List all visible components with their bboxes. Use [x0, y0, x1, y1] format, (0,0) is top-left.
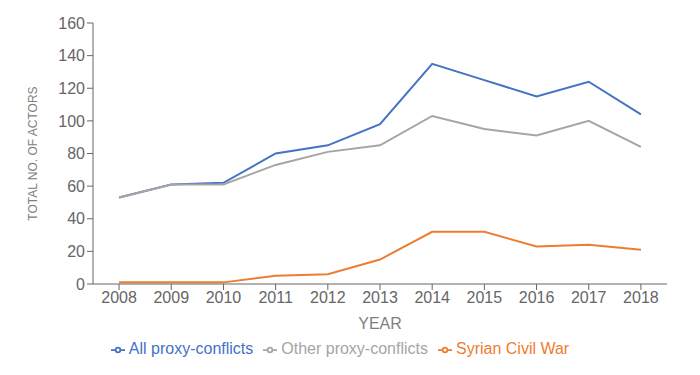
svg-text:60: 60: [67, 178, 85, 195]
svg-text:100: 100: [58, 113, 85, 130]
svg-text:40: 40: [67, 210, 85, 227]
svg-text:2015: 2015: [467, 289, 503, 306]
svg-text:2008: 2008: [101, 289, 137, 306]
html-text:Other proxy-conflicts: Other proxy-conflicts: [281, 340, 428, 357]
svg-text:2009: 2009: [153, 289, 189, 306]
html-text:All proxy-conflicts: All proxy-conflicts: [128, 340, 254, 357]
svg-text:2017: 2017: [571, 289, 607, 306]
svg-text:120: 120: [58, 80, 85, 97]
svg-text:2010: 2010: [206, 289, 242, 306]
svg-text:2011: 2011: [258, 289, 293, 306]
svg-text:2016: 2016: [519, 289, 555, 306]
svg-text:140: 140: [58, 47, 85, 64]
svg-text:TOTAL NO. OF ACTORS: TOTAL NO. OF ACTORS: [26, 86, 40, 220]
svg-text:160: 160: [58, 15, 85, 32]
html-text:Syrian Civil War: Syrian Civil War: [456, 340, 570, 357]
svg-text:YEAR: YEAR: [358, 315, 402, 332]
svg-text:2014: 2014: [414, 289, 450, 306]
svg-text:2018: 2018: [623, 289, 659, 306]
svg-text:2013: 2013: [362, 289, 398, 306]
svg-text:2012: 2012: [310, 289, 346, 306]
svg-text:0: 0: [76, 276, 85, 293]
svg-text:80: 80: [67, 145, 85, 162]
svg-text:20: 20: [67, 243, 85, 260]
